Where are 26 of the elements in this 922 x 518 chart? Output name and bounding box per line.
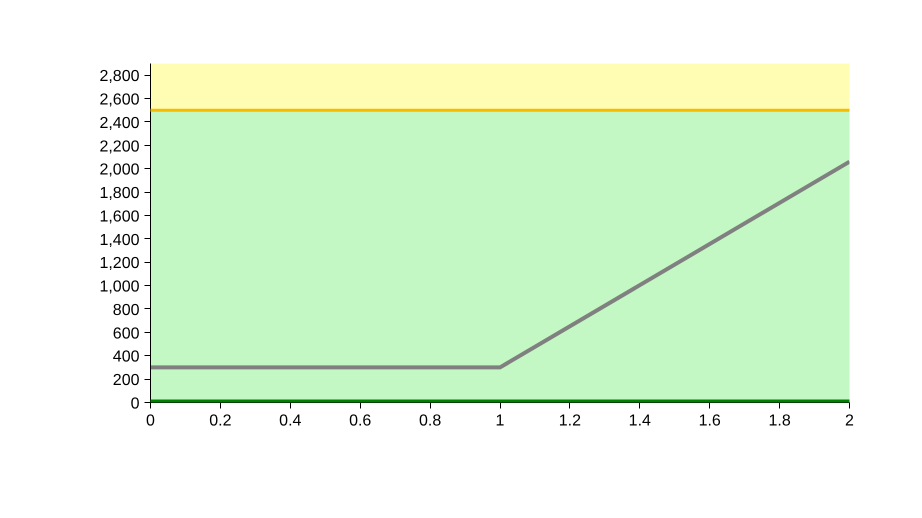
y-tick-label: 800: [112, 302, 140, 319]
y-tick-label: 600: [112, 325, 140, 342]
y-tick-label: 2,400: [99, 114, 140, 132]
x-tick-label: 0: [146, 412, 156, 430]
x-tick-label: 0.4: [279, 412, 302, 430]
y-tick-label: 2,600: [99, 92, 140, 109]
x-tick-label: 0.2: [209, 412, 232, 430]
y-tick-label: 1,400: [99, 232, 140, 249]
y-tick-label: 2,000: [99, 162, 140, 179]
y-tick-label: 1,600: [99, 208, 140, 226]
x-tick-label: 1.2: [558, 412, 582, 430]
y-tick-label: 1,000: [99, 278, 140, 296]
x-tick-label: 1.8: [768, 412, 791, 430]
x-tick-label: 1: [496, 412, 505, 430]
y-tick-label: 1,800: [99, 185, 140, 202]
y-tick-label: 2,800: [99, 68, 140, 86]
y-tick-label: 400: [112, 348, 140, 366]
y-tick-label: 0: [130, 396, 140, 412]
y-tick-label: 1,200: [99, 255, 140, 272]
x-tick-label: 2: [845, 412, 854, 430]
y-tick-label: 200: [112, 372, 140, 390]
x-tick-label: 1.6: [698, 412, 721, 430]
y-tick-label: 2,200: [99, 138, 140, 156]
x-tick-label: 0.6: [349, 412, 372, 430]
x-tick-label: 1.4: [628, 412, 652, 430]
x-tick-label: 0.8: [418, 412, 442, 430]
